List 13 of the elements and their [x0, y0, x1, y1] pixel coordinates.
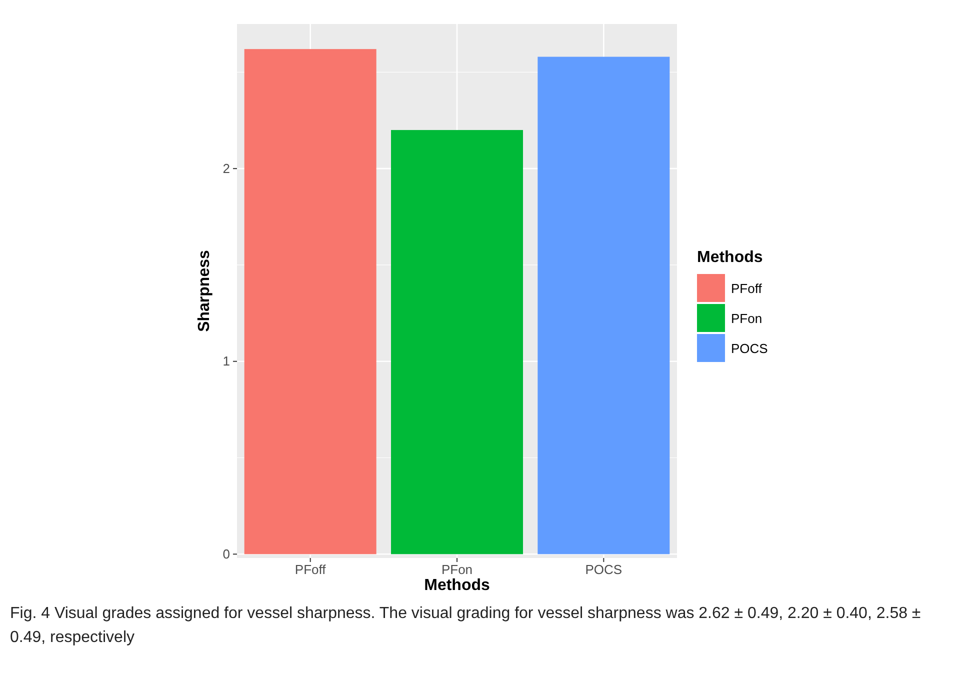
y-tick-label: 0: [222, 546, 230, 562]
y-tick-label: 1: [222, 354, 230, 369]
legend-label: PFoff: [731, 281, 762, 296]
y-axis-title: Sharpness: [196, 250, 213, 332]
y-tick-label: 2: [222, 160, 230, 176]
caption: Fig. 4 Visual grades assigned for vessel sharpness. The visual grading for vessel sharpness was 2.62 ± 0.49, 2.20 ± 0.40, 2.58 ± 0.49, respectively: [10, 605, 921, 646]
legend-title: Methods: [697, 249, 763, 266]
x-axis-title: Methods: [424, 577, 490, 594]
x-tick-label: PFon: [441, 562, 473, 578]
x-tick-label: PFoff: [294, 562, 326, 578]
x-tick-label: POCS: [585, 562, 622, 578]
legend-label: PFon: [731, 311, 762, 326]
legend-label: POCS: [731, 341, 768, 356]
